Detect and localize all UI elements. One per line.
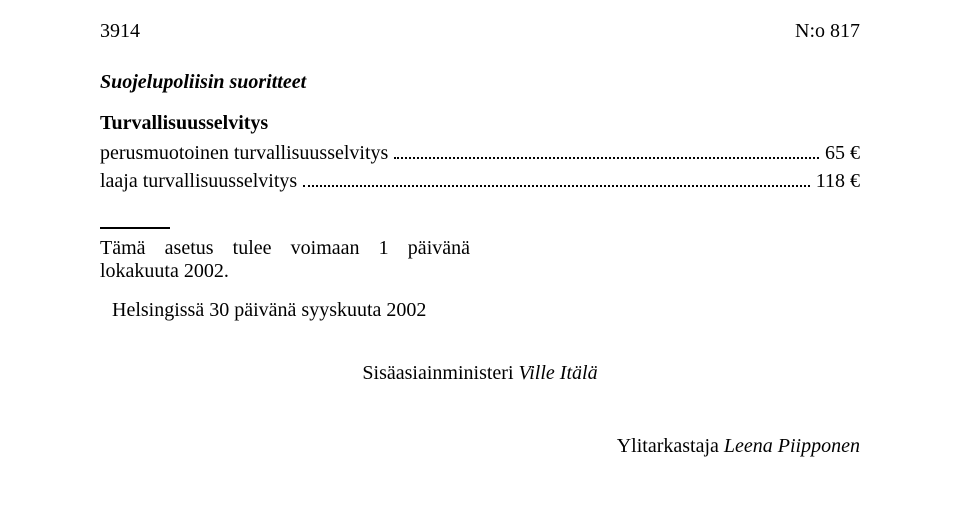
reviewer-title: Ylitarkastaja <box>617 435 719 457</box>
price-line-label: laaja turvallisuusselvitys <box>100 170 297 193</box>
leader-dots <box>303 167 810 187</box>
price-line: laaja turvallisuusselvitys 118 € <box>100 167 860 193</box>
two-column-block: Tämä asetus tulee voimaan 1 päivänä loka… <box>100 237 860 283</box>
price-line-value: 118 € <box>816 170 860 193</box>
document-reference: N:o 817 <box>795 20 860 43</box>
section-title: Suojelupoliisin suoritteet <box>100 71 860 94</box>
leader-dots <box>394 139 819 159</box>
minister-line: Sisäasiainministeri Ville Itälä <box>100 362 860 385</box>
helsinki-date-line: Helsingissä 30 päivänä syyskuuta 2002 <box>112 299 860 322</box>
enactment-text: Tämä asetus tulee voimaan 1 päivänä loka… <box>100 237 490 283</box>
price-line-label: perusmuotoinen turvallisuusselvitys <box>100 142 388 165</box>
price-line-value: 65 € <box>825 142 860 165</box>
reviewer-line: Ylitarkastaja Leena Piipponen <box>100 435 860 458</box>
divider <box>100 227 170 229</box>
price-line: perusmuotoinen turvallisuusselvitys 65 € <box>100 139 860 165</box>
minister-title: Sisäasiainministeri <box>362 362 513 384</box>
page-header: 3914 N:o 817 <box>100 20 860 43</box>
reviewer-name: Leena Piipponen <box>724 435 860 457</box>
right-column-empty <box>490 237 860 283</box>
page-number: 3914 <box>100 20 140 43</box>
minister-name: Ville Itälä <box>519 362 598 384</box>
subsection-title: Turvallisuusselvitys <box>100 112 860 135</box>
document-page: 3914 N:o 817 Suojelupoliisin suoritteet … <box>0 0 960 530</box>
